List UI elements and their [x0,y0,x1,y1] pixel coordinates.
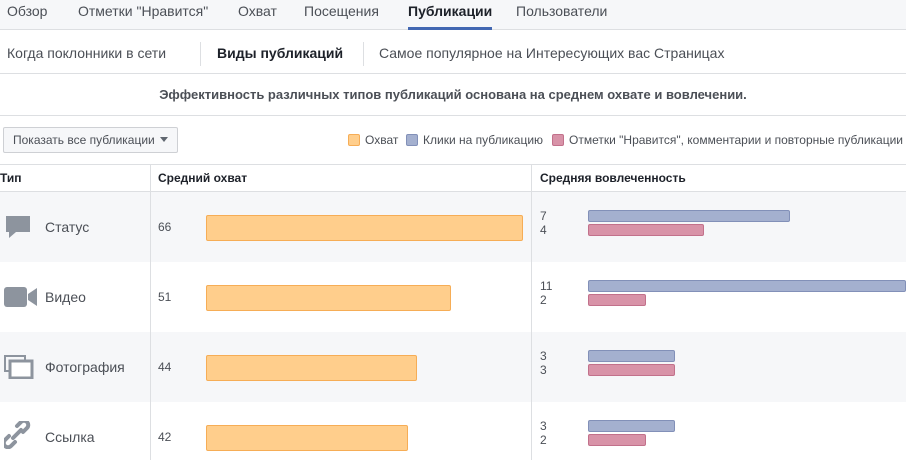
column-divider [150,164,151,460]
photo-stack-icon [4,355,34,380]
column-divider [531,164,532,460]
clicks-value: 3 [540,349,547,363]
subnav-divider [200,42,201,66]
clicks-value: 11 [540,279,553,293]
likes-value: 2 [540,433,547,447]
likes-bar [588,434,646,446]
legend-item-likes: Отметки "Нравится", комментарии и повтор… [552,133,903,147]
clicks-bar [588,280,906,292]
speech-bubble-icon [4,215,34,239]
reach-bar [206,425,408,451]
legend-item-reach: Охват [348,133,398,147]
legend-label: Клики на публикацию [423,133,544,147]
tab-likes[interactable]: Отметки "Нравится" [78,3,209,19]
column-header-reach: Средний охват [158,171,248,185]
video-camera-icon [4,285,37,309]
column-header-engagement: Средняя вовлеченность [540,171,686,185]
subtab-post-types[interactable]: Виды публикаций [217,45,344,61]
reach-value: 51 [158,290,172,304]
likes-value: 3 [540,363,547,377]
legend-swatch-clicks [406,134,418,146]
tab-overview[interactable]: Обзор [7,3,48,19]
reach-value: 42 [158,430,172,444]
reach-bar [206,215,523,241]
link-chain-icon [1,418,34,450]
tab-reach[interactable]: Охват [238,3,277,19]
tab-visits[interactable]: Посещения [304,3,379,19]
show-all-posts-dropdown[interactable]: Показать все публикации [3,127,178,153]
reach-value: 44 [158,360,172,374]
likes-bar [588,224,704,236]
table-header: Тип Средний охват Средняя вовлеченность [0,164,906,192]
legend-swatch-reach [348,134,360,146]
table-row: Фотография 44 3 3 [0,332,906,402]
table-row: Видео 51 11 2 [0,262,906,332]
section-description: Эффективность различных типов публикаций… [0,74,906,116]
top-nav: Обзор Отметки "Нравится" Охват Посещения… [0,0,906,30]
table-row: Статус 66 7 4 [0,192,906,262]
post-type-label: Ссылка [45,429,95,445]
subtab-when-fans-online[interactable]: Когда поклонники в сети [7,45,167,61]
legend-label: Отметки "Нравится", комментарии и повтор… [569,133,904,147]
clicks-value: 7 [540,209,547,223]
table-row: Ссылка 42 3 2 [0,402,906,460]
legend-swatch-likes [552,134,564,146]
likes-bar [588,364,675,376]
clicks-value: 3 [540,419,547,433]
clicks-bar [588,350,675,362]
subnav-divider [363,42,364,66]
post-type-label: Видео [45,289,86,305]
legend-label: Охват [365,133,399,147]
tab-people[interactable]: Пользователи [516,3,608,19]
likes-bar [588,294,646,306]
clicks-bar [588,210,790,222]
reach-bar [206,285,451,311]
chevron-down-icon [159,137,168,142]
dropdown-label: Показать все публикации [13,133,155,147]
reach-bar [206,355,417,381]
post-type-label: Статус [45,219,90,235]
sub-nav: Когда поклонники в сети Виды публикаций … [0,30,906,74]
reach-value: 66 [158,220,172,234]
subtab-top-pages[interactable]: Самое популярное на Интересующих вас Стр… [379,45,725,61]
clicks-bar [588,420,675,432]
tab-posts[interactable]: Публикации [408,0,493,30]
post-type-label: Фотография [45,359,125,375]
likes-value: 4 [540,223,547,237]
legend-item-clicks: Клики на публикацию [406,133,543,147]
likes-value: 2 [540,293,547,307]
column-header-type: Тип [0,171,22,185]
